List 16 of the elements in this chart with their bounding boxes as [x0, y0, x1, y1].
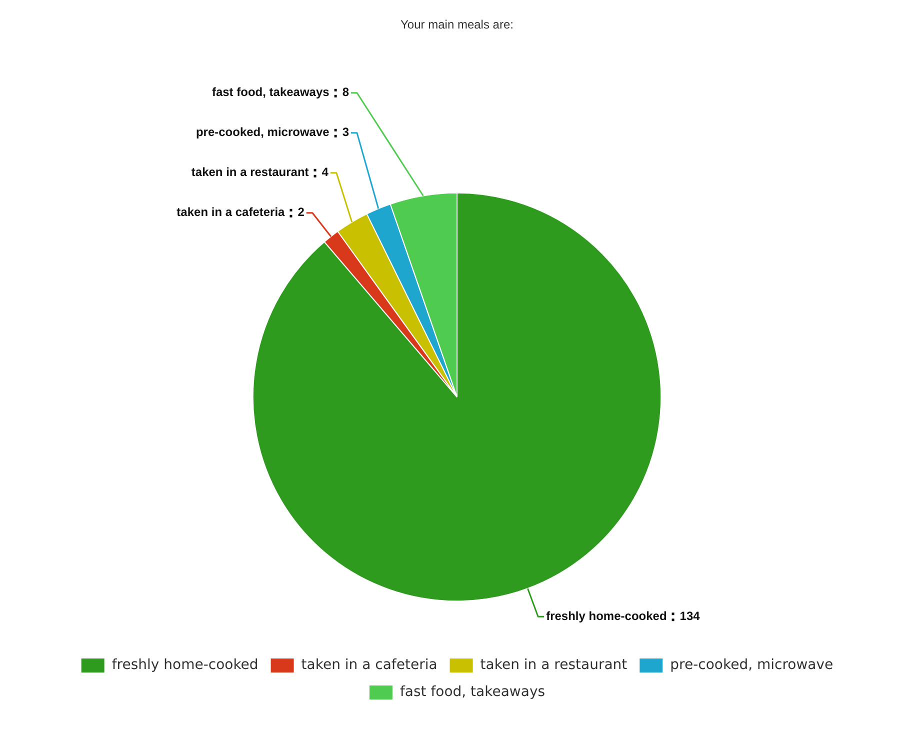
- category-label: taken in a restaurant: [191, 165, 309, 180]
- slice-label: freshly home-cooked: [546, 608, 667, 623]
- data-label: 4: [322, 165, 329, 180]
- data-label: 8: [342, 85, 350, 100]
- data-label: 2: [298, 205, 305, 220]
- legend-label: pre-cooked, microwave: [670, 657, 834, 674]
- category-label: fast food, takeaways: [212, 85, 330, 100]
- category-label: pre-cooked, microwave: [196, 125, 330, 140]
- data-label: 134: [680, 608, 700, 623]
- chart-title: Your main meals are:: [400, 18, 514, 32]
- data-label: 3: [342, 125, 350, 140]
- legend-label: freshly home-cooked: [112, 657, 258, 674]
- legend-label: taken in a restaurant: [480, 657, 628, 674]
- category-label: taken in a cafeteria: [176, 205, 285, 220]
- legend-label: fast food, takeaways: [400, 684, 546, 700]
- legend-label: taken in a cafeteria: [301, 657, 438, 674]
